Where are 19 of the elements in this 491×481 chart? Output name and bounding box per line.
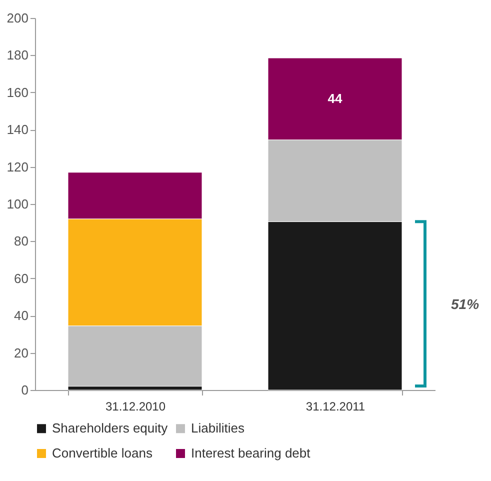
y-tick-label: 180 [6, 48, 28, 63]
y-tick-label: 120 [6, 159, 28, 174]
legend-label: Shareholders equity [52, 420, 168, 436]
x-tick-label: 31.12.2011 [306, 400, 366, 414]
data-label: 44 [328, 90, 343, 106]
y-tick-label: 200 [6, 10, 28, 26]
y-tick-label: 140 [6, 122, 28, 138]
y-tick-label: 40 [14, 308, 28, 324]
legend-label: Interest bearing debt [191, 446, 311, 460]
y-tick-label: 80 [14, 234, 28, 249]
y-tick-label: 0 [21, 382, 28, 398]
y-tick-label: 160 [6, 84, 28, 100]
legend-label: Liabilities [191, 420, 245, 436]
legend-label: Convertible loans [52, 446, 153, 460]
y-tick-label: 60 [14, 270, 28, 286]
y-tick-label: 100 [6, 196, 28, 212]
x-tick-label: 31.12.2010 [105, 400, 166, 414]
y-tick-label: 20 [14, 345, 28, 360]
text: 51% [451, 296, 480, 312]
